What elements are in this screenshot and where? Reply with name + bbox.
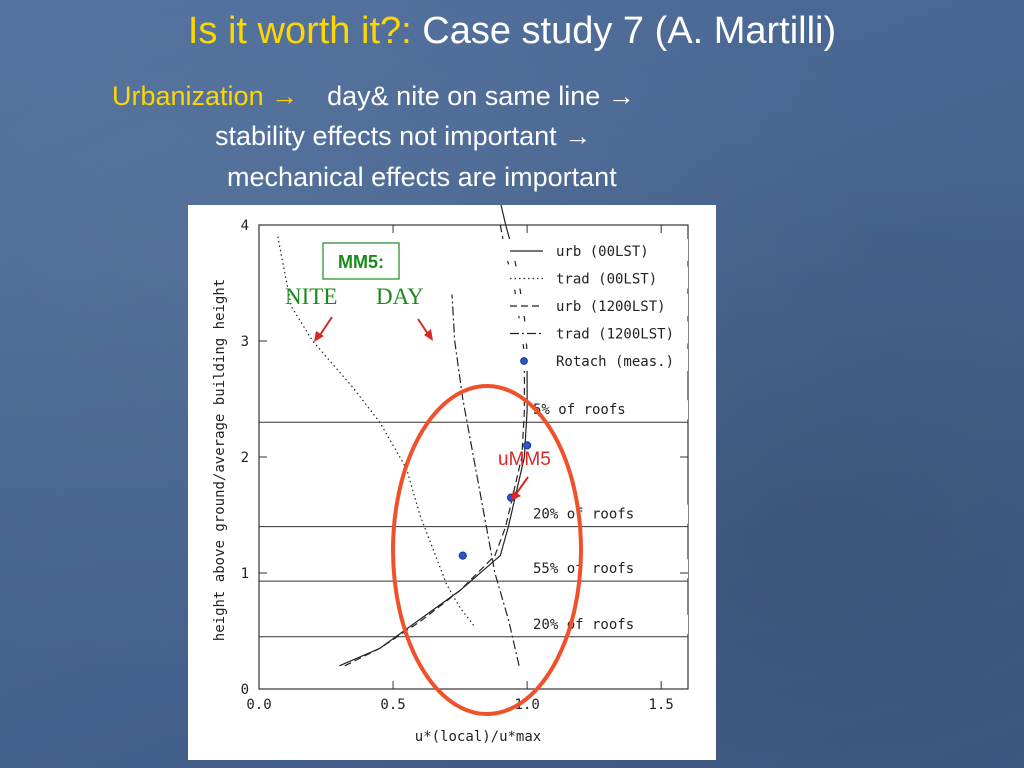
- mm5-box: [322, 242, 400, 280]
- y-tick-label: 0: [241, 682, 249, 698]
- highlight-ellipse: [391, 384, 583, 716]
- nite-arrowhead-icon: [314, 331, 324, 342]
- series-line: [344, 224, 525, 667]
- nite-arrow-icon: [319, 316, 333, 336]
- x-tick-label: 1.5: [649, 697, 674, 713]
- x-axis-label: u*(local)/u*max: [415, 729, 541, 745]
- x-tick-label: 0.0: [246, 697, 271, 713]
- slide-title: Is it worth it?: Case study 7 (A. Martil…: [0, 8, 1024, 54]
- legend-swatch: [520, 357, 528, 365]
- arrow-icon: →: [607, 81, 635, 111]
- chart-legend: urb (00LST) trad (00LST) urb (1200LST) trad…: [502, 239, 688, 371]
- figure-panel: 5% of roofs 20% of roofs 55% of roofs 20% o…: [188, 205, 716, 760]
- y-tick-label: 3: [241, 334, 249, 350]
- line2-text: stability effects not important: [215, 121, 557, 151]
- arrow-icon: →: [271, 81, 299, 111]
- legend-label: Rotach (meas.): [556, 354, 674, 370]
- rotach-marker: [458, 551, 467, 560]
- title-prefix: Is it worth it?:: [187, 10, 412, 52]
- reference-label-bg: [528, 559, 688, 579]
- legend-entry-bg: [502, 239, 688, 261]
- reference-line-label: 20% of roofs: [533, 617, 634, 633]
- y-tick-label: 4: [241, 218, 249, 234]
- day-label: DAY: [376, 284, 424, 309]
- y-axis-label: height above ground/average building hei…: [212, 279, 228, 641]
- reference-label-bg: [528, 504, 688, 524]
- x-tick-label: 0.5: [380, 697, 405, 713]
- day-arrowhead-icon: [424, 329, 433, 341]
- legend-entry-bg: [502, 266, 688, 289]
- title-main: Case study 7 (A. Martilli): [422, 10, 837, 52]
- chart-annotations: MM5:NITE DAY uMM5: [285, 242, 583, 716]
- line1-text: day& nite on same line: [327, 81, 601, 111]
- legend-label: urb (1200LST): [556, 299, 666, 315]
- subtitle-line-2: stability effects not important →: [215, 120, 591, 152]
- legend-entry-bg: [502, 349, 688, 371]
- umm5-arrow-icon: [515, 476, 529, 495]
- line3-text: mechanical effects are important: [227, 162, 617, 192]
- series-layer: [277, 205, 532, 667]
- series-line: [451, 294, 520, 666]
- series-line: [339, 205, 528, 667]
- profile-chart: 5% of roofs 20% of roofs 55% of roofs 20% o…: [212, 205, 689, 745]
- day-arrow-icon: [417, 318, 429, 335]
- arrow-icon: →: [564, 121, 592, 151]
- legend-entry-bg: [502, 321, 688, 344]
- umm5-label: uMM5: [498, 449, 551, 470]
- umm5-arrowhead-icon: [511, 490, 521, 501]
- legend-entry-bg: [502, 294, 688, 316]
- subtitle-line-3: mechanical effects are important: [227, 161, 617, 193]
- legend-label: urb (00LST): [556, 244, 649, 260]
- reference-line-label: 55% of roofs: [533, 561, 634, 577]
- y-tick-label: 2: [241, 450, 249, 466]
- rotach-marker: [523, 441, 532, 450]
- urbanization-keyword: Urbanization: [112, 81, 264, 111]
- y-tick-label: 1: [241, 566, 249, 582]
- nite-label: NITE: [285, 284, 337, 309]
- reference-line-label: 20% of roofs: [533, 507, 634, 523]
- reference-label-bg: [528, 400, 688, 420]
- reference-lines: 5% of roofs 20% of roofs 55% of roofs 20% o…: [259, 400, 688, 638]
- subtitle-line-1: Urbanization → day& nite on same line →: [112, 80, 635, 112]
- reference-line-label: 5% of roofs: [533, 402, 626, 418]
- mm5-label: MM5:: [338, 252, 384, 272]
- legend-label: trad (1200LST): [556, 327, 674, 343]
- legend-label: trad (00LST): [556, 272, 657, 288]
